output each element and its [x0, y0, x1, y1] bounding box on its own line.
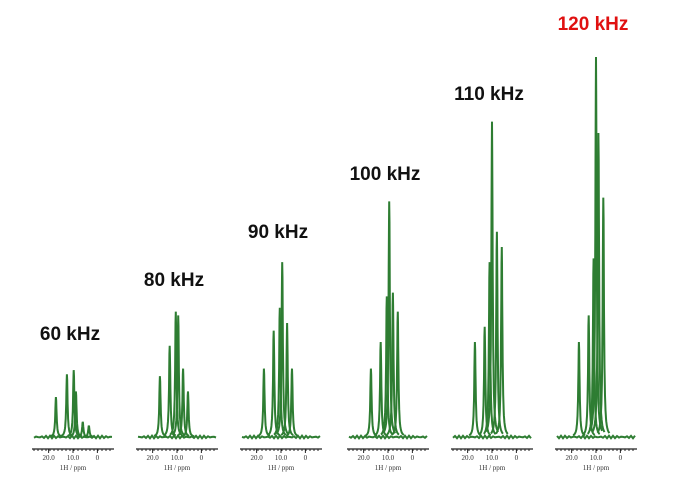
x-tick-label: 10.0 [275, 454, 288, 462]
panel-title: 110 kHz [454, 84, 524, 105]
panel-title: 90 kHz [248, 222, 308, 243]
peak [572, 341, 586, 437]
x-tick-label: 0 [515, 454, 519, 462]
peak [582, 315, 596, 436]
peak [176, 368, 190, 437]
x-tick-label: 20.0 [43, 454, 56, 462]
peak [49, 397, 63, 438]
peak [591, 132, 606, 433]
x-tick-label: 10.0 [382, 454, 395, 462]
x-axis-label: 1H / ppm [583, 464, 610, 472]
peak [382, 201, 397, 434]
x-tick-label: 0 [200, 454, 204, 462]
x-tick-label: 10.0 [171, 454, 184, 462]
x-axis-label: 1H / ppm [60, 464, 87, 472]
baseline [33, 434, 113, 440]
baseline [348, 434, 428, 440]
x-tick-label: 20.0 [251, 454, 264, 462]
peak [391, 311, 405, 436]
x-tick-label: 20.0 [358, 454, 371, 462]
panel-title: 100 kHz [350, 164, 421, 185]
x-tick-label: 0 [96, 454, 100, 462]
panel-title: 80 kHz [144, 270, 204, 291]
peak [468, 341, 482, 437]
peak [171, 315, 185, 436]
baseline [241, 434, 321, 440]
peak [275, 262, 290, 435]
panel-title: 120 kHz [558, 14, 629, 35]
baseline [137, 434, 217, 440]
x-tick-label: 20.0 [147, 454, 160, 462]
peak [153, 376, 167, 437]
x-axis-label: 1H / ppm [164, 464, 191, 472]
peak [478, 326, 492, 437]
baseline [452, 434, 532, 440]
baseline [556, 434, 636, 440]
peak [490, 231, 504, 435]
peak [495, 246, 509, 435]
peak [83, 425, 95, 438]
x-tick-label: 10.0 [486, 454, 499, 462]
x-tick-label: 20.0 [462, 454, 475, 462]
x-tick-label: 0 [619, 454, 623, 462]
x-tick-label: 10.0 [67, 454, 80, 462]
x-tick-label: 0 [304, 454, 308, 462]
peak [386, 292, 400, 436]
peak [380, 296, 394, 436]
peak [374, 341, 388, 437]
peak [485, 121, 499, 433]
peak [257, 368, 271, 437]
peak [181, 391, 195, 438]
peak [285, 368, 299, 437]
x-tick-label: 20.0 [566, 454, 579, 462]
peak [364, 368, 378, 437]
peak [280, 322, 294, 437]
x-tick-label: 10.0 [590, 454, 603, 462]
peak [596, 197, 611, 434]
panel-title: 60 kHz [40, 324, 100, 345]
peak [67, 370, 81, 437]
x-axis-label: 1H / ppm [375, 464, 402, 472]
x-axis-label: 1H / ppm [479, 464, 506, 472]
x-axis-label: 1H / ppm [268, 464, 295, 472]
x-tick-label: 0 [411, 454, 415, 462]
